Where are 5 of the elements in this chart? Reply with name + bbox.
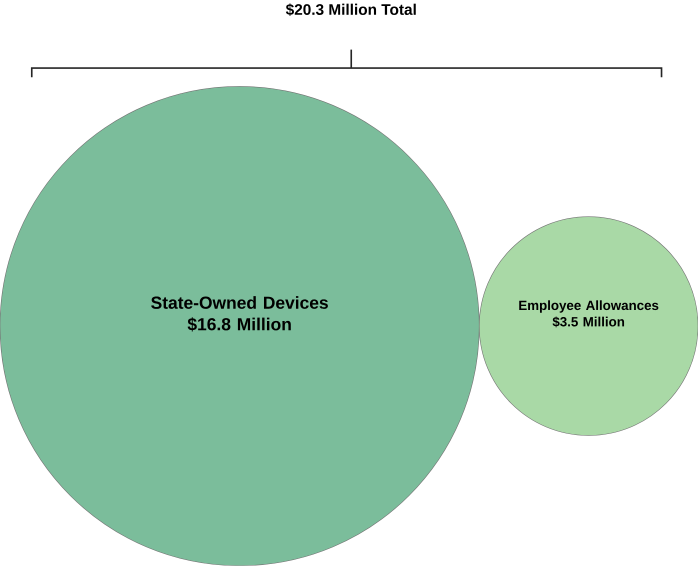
category-label: State-Owned Devices — [151, 296, 328, 310]
category-label: Employee Allowances — [519, 300, 658, 313]
data-label: $3.5 Million — [552, 316, 624, 328]
data-label: $16.8 Million — [188, 317, 291, 332]
text: $20.3 Million Total — [286, 4, 416, 16]
